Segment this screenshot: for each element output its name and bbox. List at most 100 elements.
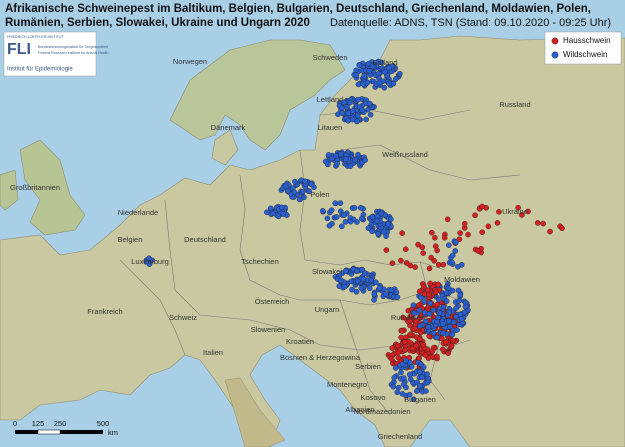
outbreak-dot bbox=[411, 325, 418, 332]
country-label: Schweiz bbox=[169, 313, 197, 322]
country-label: Ukraine bbox=[502, 207, 528, 216]
outbreak-dot bbox=[547, 228, 553, 235]
outbreak-dot bbox=[377, 285, 383, 291]
outbreak-dot bbox=[264, 209, 270, 216]
outbreak-dot bbox=[347, 163, 354, 169]
outbreak-dot bbox=[534, 220, 541, 226]
outbreak-dot bbox=[351, 205, 358, 211]
country-label: Frankreich bbox=[87, 307, 122, 316]
legend-box bbox=[544, 31, 622, 65]
outbreak-dot bbox=[354, 112, 361, 119]
outbreak-dot bbox=[361, 72, 368, 79]
outbreak-dot bbox=[462, 303, 469, 310]
outbreak-dot bbox=[282, 183, 289, 190]
scale-label: 250 bbox=[54, 419, 67, 428]
outbreak-dot bbox=[353, 67, 359, 74]
outbreak-dot bbox=[388, 287, 395, 293]
outbreak-dot bbox=[333, 214, 340, 220]
country-label: Albanien bbox=[345, 405, 374, 414]
outbreak-dot bbox=[383, 247, 390, 253]
country-label: Weißrussland bbox=[382, 150, 428, 159]
outbreak-dot bbox=[354, 278, 361, 284]
scale-seg bbox=[60, 430, 103, 434]
outbreak-dot bbox=[406, 371, 413, 378]
logo-institute: FRIEDRICH-LOEFFLER-INSTITUT bbox=[7, 35, 65, 39]
outbreak-dot bbox=[424, 379, 431, 386]
outbreak-dot bbox=[415, 241, 421, 248]
outbreak-dot bbox=[403, 357, 409, 364]
outbreak-dot bbox=[431, 258, 438, 264]
outbreak-dot bbox=[446, 309, 452, 315]
outbreak-dot bbox=[430, 330, 437, 336]
outbreak-dot bbox=[275, 213, 282, 220]
outbreak-dot bbox=[413, 388, 420, 395]
outbreak-dot bbox=[392, 365, 399, 371]
outbreak-dot bbox=[347, 218, 354, 225]
outbreak-dot bbox=[445, 350, 452, 356]
outbreak-dot bbox=[449, 331, 456, 338]
scale-bar bbox=[15, 429, 103, 435]
outbreak-dot bbox=[419, 244, 426, 251]
logo-department: Institut für Epidemiologie bbox=[7, 67, 73, 73]
outbreak-dot bbox=[388, 355, 395, 362]
outbreak-dot bbox=[326, 222, 333, 229]
outbreak-dot bbox=[371, 291, 378, 298]
outbreak-dot bbox=[515, 204, 521, 211]
legend: Hausschwein Wildschwein bbox=[551, 36, 611, 59]
outbreak-dot bbox=[367, 112, 374, 118]
outbreak-dot bbox=[357, 204, 364, 211]
country-label: Österreich bbox=[255, 297, 290, 306]
outbreak-dot bbox=[375, 230, 382, 237]
outbreak-dot bbox=[450, 319, 457, 325]
outbreak-dot bbox=[427, 300, 434, 307]
border bbox=[339, 144, 521, 181]
source: Datenquelle: ADNS, TSN (Stand: 09.10.202… bbox=[330, 17, 611, 29]
scale-label: 125 bbox=[32, 419, 45, 428]
outbreak-dot bbox=[439, 346, 446, 353]
outbreak-dot bbox=[434, 318, 440, 325]
outbreak-dot bbox=[355, 96, 361, 103]
outbreak-dot bbox=[452, 248, 459, 254]
scale-seg bbox=[37, 429, 61, 435]
outbreak-dot bbox=[363, 116, 369, 123]
outbreak-dot bbox=[391, 374, 398, 381]
outbreak-dot bbox=[359, 107, 366, 113]
outbreak-dot bbox=[425, 324, 432, 330]
outbreak-dot bbox=[345, 117, 351, 124]
country-label: Deutschland bbox=[184, 235, 226, 244]
outbreak-dot bbox=[461, 220, 468, 227]
outbreak-dot bbox=[367, 277, 374, 283]
outbreak-dot bbox=[399, 361, 406, 368]
outbreak-dot bbox=[449, 259, 455, 266]
outbreak-dot bbox=[413, 343, 420, 349]
outbreak-dot bbox=[399, 390, 406, 397]
outbreak-dot bbox=[355, 81, 362, 88]
outbreak-dot bbox=[475, 248, 481, 254]
logo-abbr: FLI bbox=[7, 41, 31, 58]
outbreak-dot bbox=[435, 281, 442, 288]
outbreak-dot bbox=[455, 263, 461, 270]
outbreak-dot bbox=[299, 189, 306, 195]
country-label: Rumänien bbox=[391, 313, 425, 322]
country-labels: Schweden Norwegen Estland Lettland Dänemark L… bbox=[10, 53, 531, 441]
outbreak-dot bbox=[385, 221, 392, 227]
outbreak-dot bbox=[407, 331, 414, 338]
outbreak-dot bbox=[440, 261, 447, 268]
country-label: Luxemburg bbox=[131, 257, 169, 266]
outbreak-dot bbox=[449, 252, 456, 259]
outbreak-dot bbox=[354, 118, 360, 125]
outbreak-dot bbox=[389, 260, 396, 267]
outbreak-dot bbox=[421, 299, 428, 305]
outbreak-dot bbox=[369, 214, 376, 220]
outbreak-dot bbox=[416, 288, 423, 295]
outbreak-dot bbox=[369, 63, 376, 69]
outbreak-dot bbox=[494, 220, 501, 226]
ireland bbox=[0, 169, 19, 211]
outbreak-dot bbox=[409, 345, 416, 352]
outbreak-dot bbox=[339, 110, 345, 116]
outbreak-dot bbox=[394, 294, 401, 300]
outbreak-dot bbox=[410, 396, 417, 403]
outbreak-dot bbox=[386, 80, 392, 87]
outbreak-dot bbox=[306, 188, 313, 195]
logo-box bbox=[3, 31, 97, 77]
